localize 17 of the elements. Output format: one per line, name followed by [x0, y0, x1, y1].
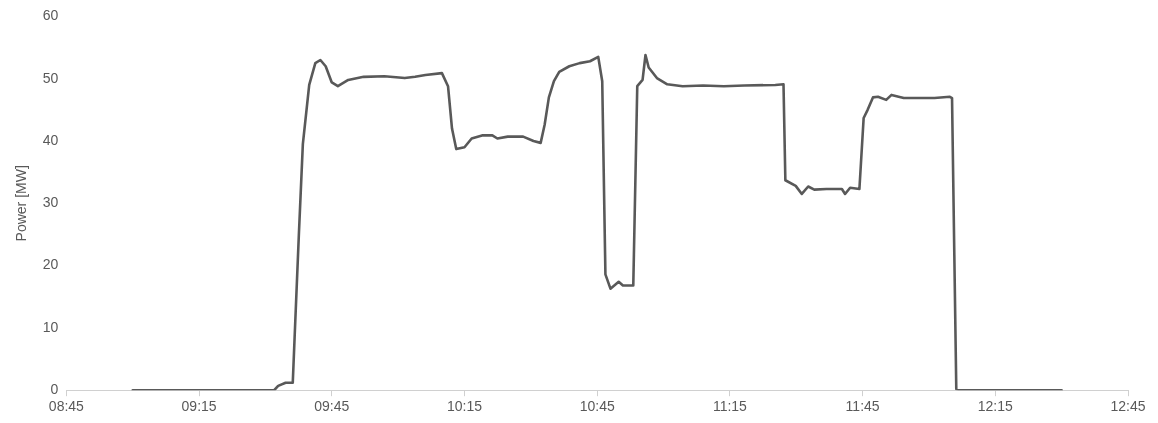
x-tick-label: 11:15 [712, 398, 748, 415]
x-tick-label: 10:15 [446, 398, 483, 415]
y-tick-label: 0 [50, 381, 59, 398]
y-axis-title: Power [MW] [13, 165, 30, 242]
y-tick-label: 60 [42, 7, 59, 24]
x-tick-label: 08:45 [48, 398, 85, 415]
x-tick-label: 11:45 [845, 398, 880, 415]
y-tick-label: 50 [42, 69, 59, 86]
y-tick-label: 10 [42, 318, 59, 335]
x-tick-label: 12:45 [1110, 398, 1146, 415]
x-tick-label: 09:45 [314, 398, 350, 415]
y-tick-label: 20 [42, 256, 59, 273]
x-tick-label: 12:15 [977, 398, 1014, 415]
y-tick-label: 40 [42, 131, 59, 148]
x-tick-label: 09:15 [181, 398, 217, 415]
y-tick-label: 30 [42, 194, 59, 211]
x-tick-label: 10:45 [579, 398, 615, 415]
